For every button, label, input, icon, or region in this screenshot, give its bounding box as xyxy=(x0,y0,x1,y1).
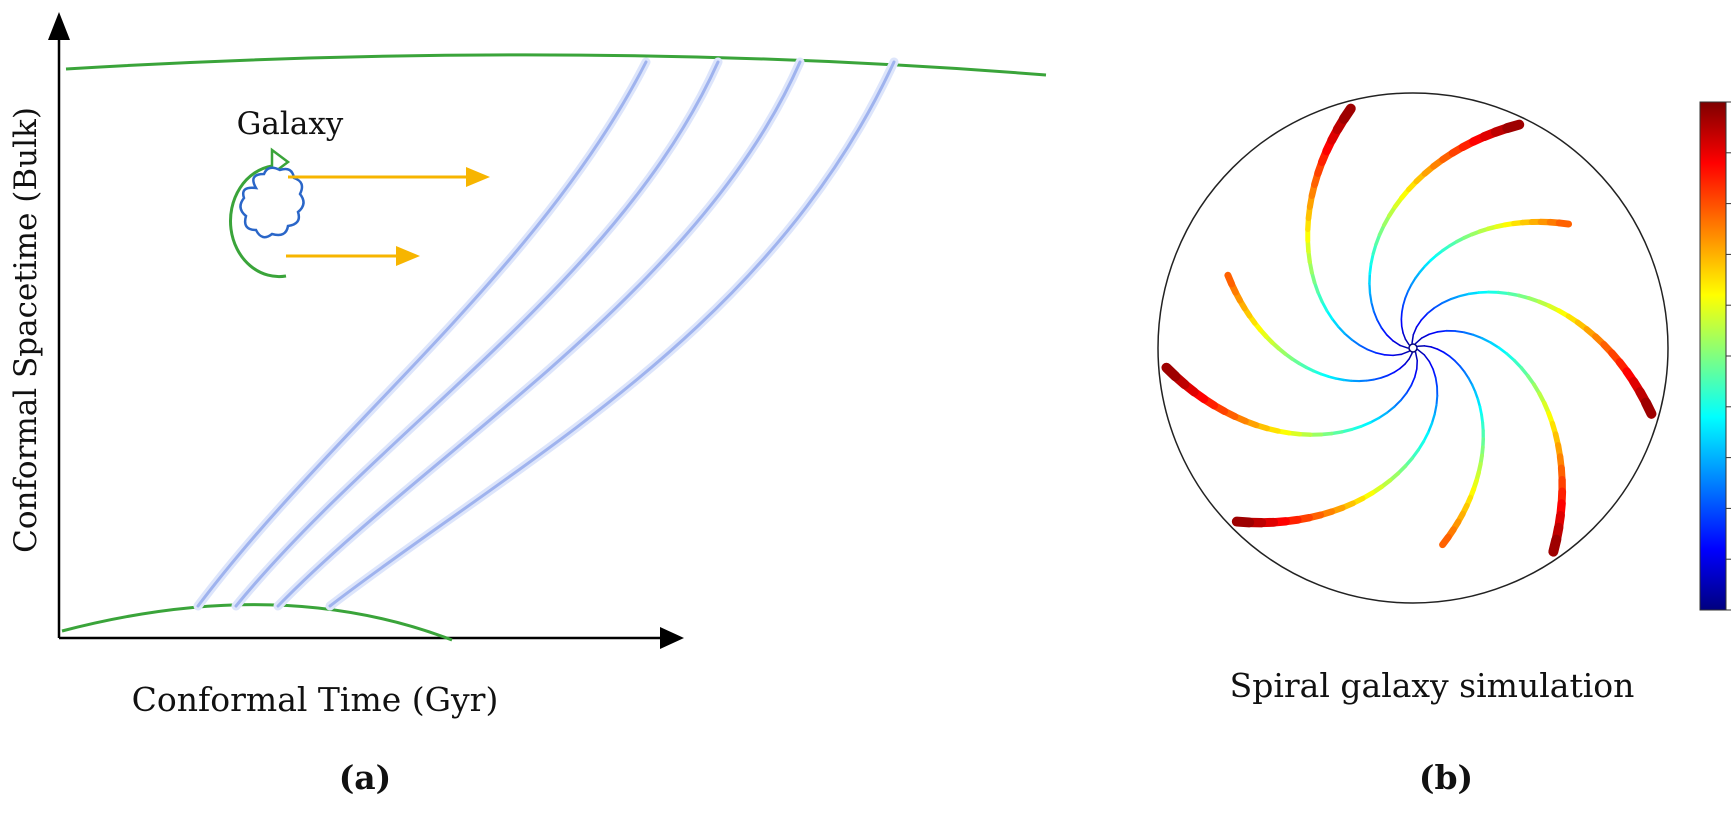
streamline-segment xyxy=(1646,403,1651,414)
streamline-segment xyxy=(1393,354,1401,355)
streamline-segment xyxy=(1559,223,1568,224)
streamline-segment xyxy=(1237,522,1249,523)
streamline-segment xyxy=(1369,284,1370,294)
streamline-segment xyxy=(1370,293,1371,302)
streamline-segment xyxy=(1479,292,1489,293)
simulation-title: Spiral galaxy simulation xyxy=(1230,666,1635,705)
streamline-segment xyxy=(1455,331,1464,332)
streamline-segment xyxy=(1384,355,1393,356)
worldline xyxy=(278,62,800,606)
lower-boundary-curve xyxy=(62,605,452,640)
upper-boundary-curve xyxy=(66,55,1046,75)
worldline xyxy=(330,62,894,606)
streamline-segment xyxy=(1424,346,1431,347)
panel-a: Galaxy Conformal Spacetime (Bulk) Confor… xyxy=(8,12,1046,797)
streamline-segment xyxy=(1437,331,1446,332)
streamline-segment xyxy=(1436,396,1437,405)
streamline-segment xyxy=(1367,380,1374,381)
colorbar xyxy=(1700,102,1726,610)
panel-a-caption: (a) xyxy=(339,758,392,797)
x-axis-label: Conformal Time (Gyr) xyxy=(132,680,499,719)
y-axis-label: Conformal Spacetime (Bulk) xyxy=(8,107,44,553)
worldlines xyxy=(198,62,894,606)
streamline-segment xyxy=(1166,368,1175,377)
motion-arrowhead xyxy=(396,246,420,266)
motion-arrows xyxy=(286,167,490,266)
y-axis-arrowhead xyxy=(48,12,70,40)
streamline-segment xyxy=(1370,264,1371,274)
simulation-boundary-circle xyxy=(1158,93,1668,603)
worldline xyxy=(198,62,646,606)
streamline-segment xyxy=(1228,275,1232,284)
panel-b-caption: (b) xyxy=(1419,758,1473,797)
motion-arrowhead xyxy=(466,167,490,187)
streamline-segment xyxy=(1443,537,1449,544)
colorbar-ticks xyxy=(1726,102,1731,610)
streamline-segment xyxy=(1553,540,1556,552)
galaxy-label: Galaxy xyxy=(237,106,344,142)
x-axis-arrowhead xyxy=(660,627,684,649)
galaxy-icon xyxy=(230,150,303,277)
panel-b: Spiral galaxy simulation (b) xyxy=(1158,93,1731,797)
streamline-segment xyxy=(1507,125,1519,128)
worldline xyxy=(236,62,718,606)
streamline-segment xyxy=(1344,109,1351,119)
streamline-segment xyxy=(1469,293,1479,294)
